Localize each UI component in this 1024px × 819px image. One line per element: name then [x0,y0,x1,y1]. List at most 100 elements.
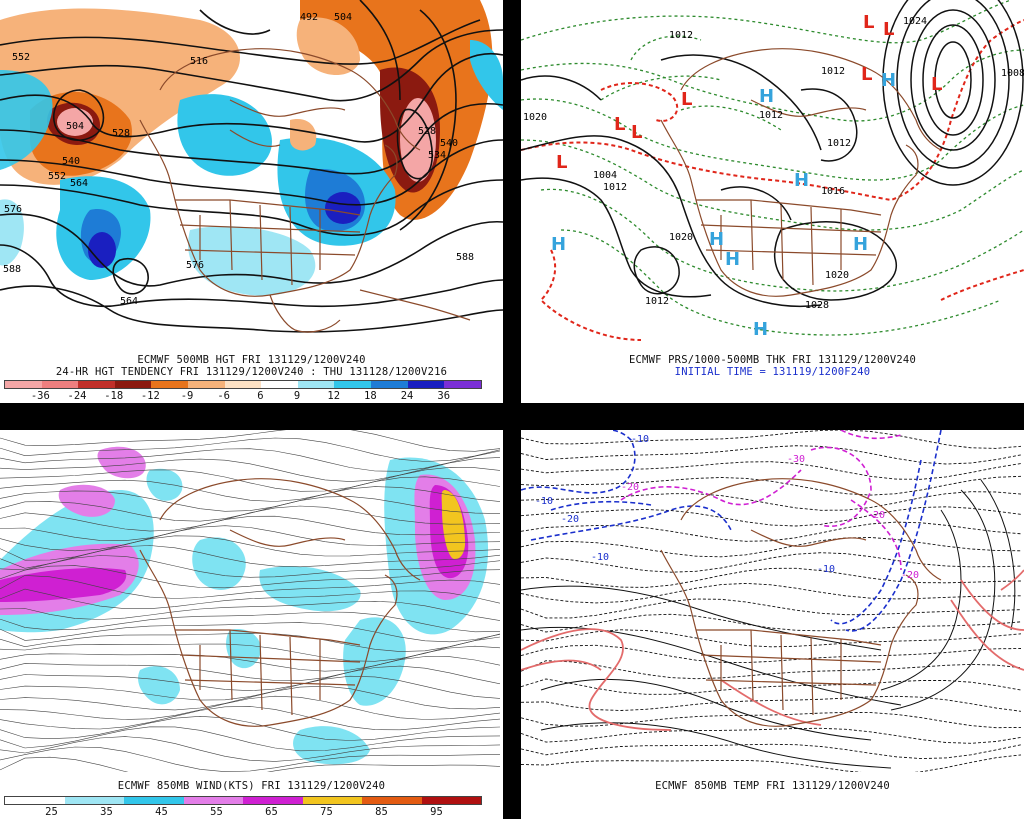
scale-tick: 24 [400,390,414,402]
streamline [0,457,501,482]
isotherm-line [521,537,1022,558]
map-outlines [660,478,942,727]
panel-850mb-temp: -10 -10 -20 -20 -30 -10 -20 -10 -20 ECMW… [521,430,1024,819]
isotherm-line [521,461,1022,480]
contour-label: 516 [190,56,209,67]
panel-title: ECMWF 850MB TEMP FRI 131129/1200V240 [655,780,890,792]
isotherm-line [521,567,1022,588]
contour-label: 540 [440,138,459,149]
streamline [0,675,501,701]
scale-tick: 6 [257,390,264,402]
streamline [0,706,501,731]
scale-tick: -36 [30,390,50,402]
thickness-contours [521,0,1024,336]
pressure-label: 1024 [903,16,928,27]
panel-850mb-wind: ECMWF 850MB WIND(KTS) FRI 131129/1200V24… [0,430,503,819]
scale-tick: 36 [437,390,451,402]
streamline [0,505,501,532]
isotherm-label: -10 [817,564,836,575]
pressure-label: 1012 [827,138,852,149]
low-pressure-marker: L [863,12,874,33]
streamline [0,685,501,711]
pressure-label: 1012 [603,182,628,193]
streamline [0,476,501,502]
streamline [0,736,501,762]
scale-swatch [64,797,124,804]
low-pressure-marker: L [614,114,625,135]
isotherm-label: -30 [787,454,806,465]
high-pressure-marker: H [881,70,896,91]
isotherm-line [521,711,1022,729]
height-contours [0,0,503,333]
scale-swatch [362,797,422,804]
streamline [0,525,501,552]
isotherm-line [521,613,1022,633]
contour-label: 504 [66,121,85,132]
map-outlines [660,48,942,297]
scale-swatch [334,381,372,388]
very-cold-isotherms [620,430,902,571]
streamline [0,695,501,720]
streamline [0,656,501,681]
scale-swatch [421,797,481,804]
pressure-label: 1008 [1001,68,1024,79]
high-pressure-marker: H [753,319,768,340]
isotherm-label: -20 [561,514,580,525]
map-outlines [139,48,471,333]
high-pressure-marker: H [794,170,809,191]
pressure-label: 1012 [821,66,846,77]
scale-swatch [407,381,445,388]
streamline [0,600,501,621]
streamline [0,565,501,589]
streamline [0,555,501,578]
contour-label: 588 [3,264,22,275]
contour-label: 564 [120,296,139,307]
low-pressure-marker: L [681,89,692,110]
panel-title: ECMWF 500MB HGT FRI 131129/1200V240 [137,354,366,366]
scale-tick: 85 [375,806,388,818]
low-pressure-marker: L [931,74,942,95]
wind-speed-fills [0,446,489,765]
panel-subtitle: 24-HR HGT TENDENCY FRI 131129/1200V240 :… [55,366,448,378]
scale-swatch [5,381,42,388]
streamline [0,430,501,452]
streamline [0,726,501,752]
scale-swatch [188,381,225,388]
streamline [0,545,501,569]
streamline [0,437,501,462]
scale-tick: 75 [320,806,333,818]
contour-label: 540 [62,156,81,167]
pressure-label: 1012 [759,110,784,121]
scale-tick: 45 [155,806,168,818]
isotherm-line [521,506,1022,527]
scale-swatch [224,381,262,388]
scale-tick: 9 [293,390,301,402]
map-500mb-height [0,0,503,333]
isotherm-line [521,552,1022,573]
scale-tick: -9 [180,390,194,402]
contour-label: 576 [186,260,205,271]
pressure-centers: H H H H H H H H L L L L L L L L [551,12,942,340]
high-pressure-marker: H [725,249,740,270]
pressure-label: 1020 [523,112,548,123]
pressure-label: 1004 [593,170,618,181]
pressure-label: 1012 [669,30,694,41]
streamline [0,746,501,772]
isotherm-line [521,644,1022,664]
streamline [0,632,501,652]
isotherm-label: -10 [535,496,554,507]
color-scale-ticks: 25 35 45 55 65 75 85 95 [24,806,464,818]
scale-swatch [243,797,303,804]
isotherm-line [521,445,1022,465]
map-850mb-wind [0,430,501,772]
streamline [0,466,501,492]
streamline [0,486,501,512]
high-pressure-marker: H [759,86,774,107]
scale-tick: -24 [67,390,87,402]
map-outlines [139,478,421,727]
contour-label: 534 [428,150,447,161]
scale-swatch [297,381,335,388]
scale-tick: 65 [265,806,278,818]
warm-isotherms [521,569,1024,731]
isotherm-line [521,475,1022,496]
